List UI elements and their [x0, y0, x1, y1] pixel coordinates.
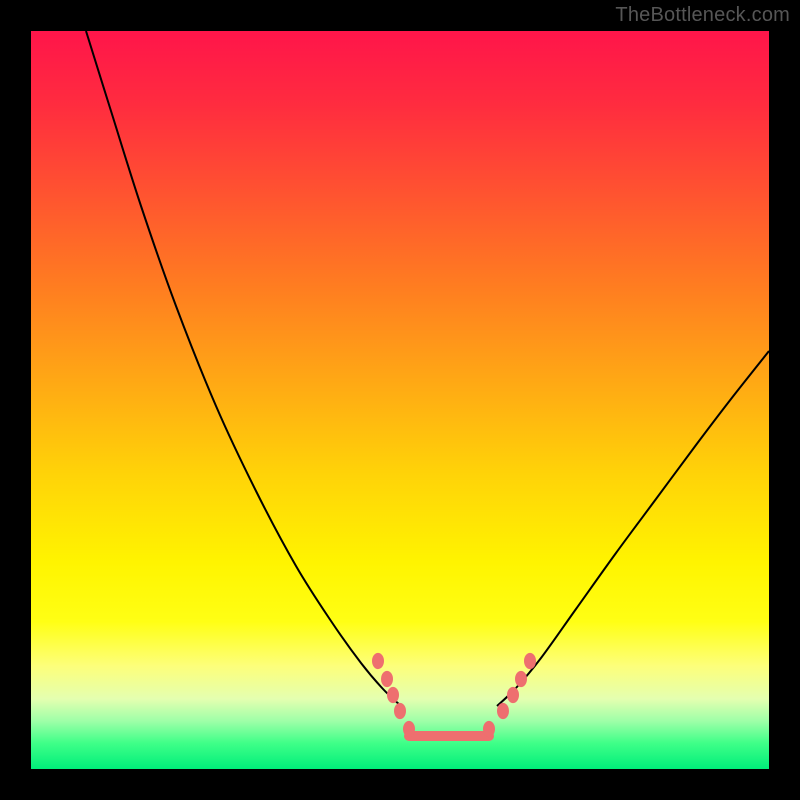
- marker-dot: [483, 721, 495, 737]
- plot-area: [31, 31, 769, 769]
- watermark-text: TheBottleneck.com: [615, 4, 790, 27]
- marker-dot: [372, 653, 384, 669]
- marker-dot: [381, 671, 393, 687]
- chart-svg: [31, 31, 769, 769]
- marker-dot: [507, 687, 519, 703]
- gradient-background: [31, 31, 769, 769]
- marker-dot: [524, 653, 536, 669]
- marker-dot: [515, 671, 527, 687]
- marker-dot: [403, 721, 415, 737]
- marker-dot: [387, 687, 399, 703]
- marker-dot: [394, 703, 406, 719]
- marker-dot: [497, 703, 509, 719]
- chart-frame: TheBottleneck.com: [0, 0, 800, 800]
